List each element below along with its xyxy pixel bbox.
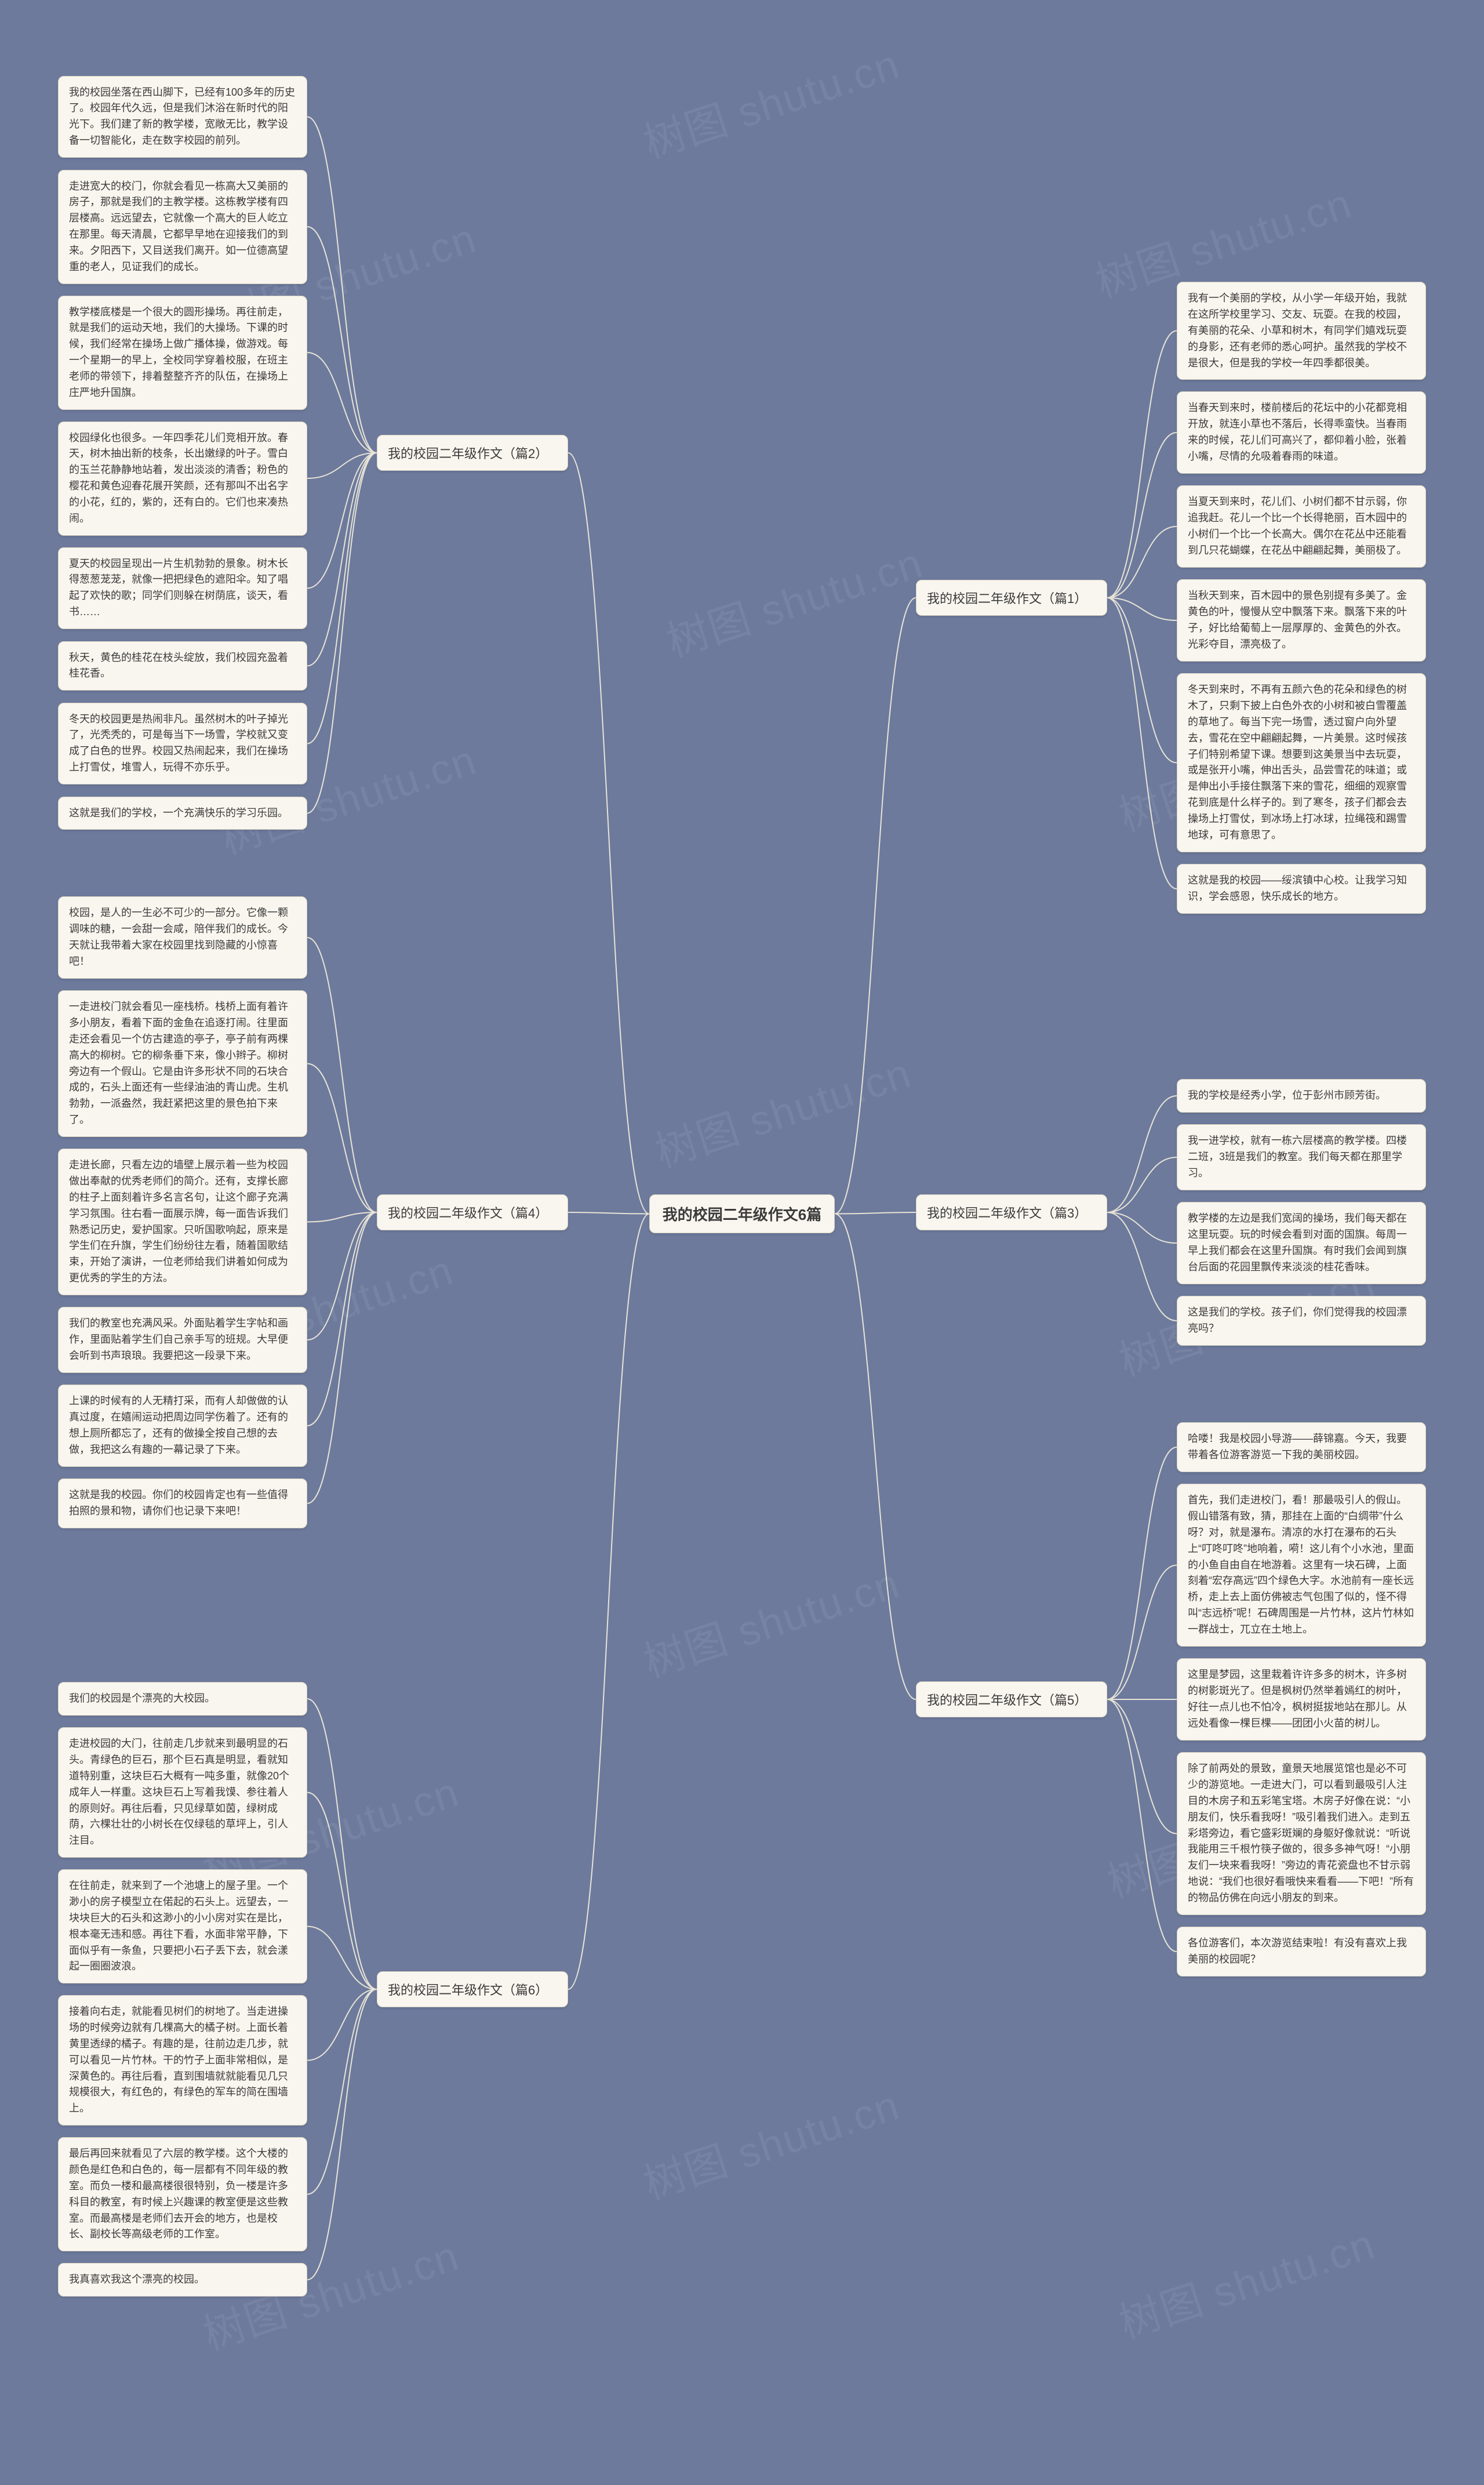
watermark: 树图 shutu.cn (635, 2071, 906, 2211)
leaf-node: 最后再回来就看见了六层的教学楼。这个大楼的颜色是红色和白色的，每一层都有不同年级… (58, 2137, 307, 2251)
leaf-node: 我有一个美丽的学校，从小学一年级开始，我就在这所学校里学习、交友、玩耍。在我的校… (1177, 282, 1426, 380)
leaf-node: 这就是我们的学校，一个充满快乐的学习乐园。 (58, 797, 307, 830)
watermark: 树图 shutu.cn (635, 1549, 906, 1689)
leaf-node: 除了前两处的景致，童景天地展览馆也是必不可少的游览地。一走进大门，可以看到最吸引… (1177, 1752, 1426, 1915)
leaf-node: 夏天的校园呈现出一片生机勃勃的景象。树木长得葱葱茏茏，就像一把把绿色的遮阳伞。知… (58, 547, 307, 630)
watermark: 树图 shutu.cn (658, 529, 929, 669)
leaf-node: 走进宽大的校门，你就会看见一栋高大又美丽的房子，那就是我们的主教学楼。这栋教学楼… (58, 170, 307, 284)
leaf-node: 当夏天到来时，花儿们、小树们都不甘示弱，你追我赶。花儿一个比一个长得艳丽，百木园… (1177, 485, 1426, 568)
leaf-node: 我真喜欢我这个漂亮的校园。 (58, 2263, 307, 2297)
leaf-node: 哈喽！我是校园小导游——薛锦嘉。今天，我要带着各位游客游览一下我的美丽校园。 (1177, 1422, 1426, 1472)
branch-node-b3: 我的校园二年级作文（篇3） (916, 1194, 1107, 1230)
leaf-node: 这里是梦园，这里栽着许许多多的树木，许多树的树影斑光了。但是枫树仍然举着嫣红的树… (1177, 1658, 1426, 1741)
leaf-node: 当秋天到来，百木园中的景色别提有多美了。金黄色的叶，慢慢从空中飘落下来。飘落下来… (1177, 579, 1426, 662)
leaf-node: 这是我们的学校。孩子们，你们觉得我的校园漂亮吗？ (1177, 1296, 1426, 1346)
leaf-node: 各位游客们，本次游览结束啦！有没有喜欢上我美丽的校园呢？ (1177, 1927, 1426, 1977)
leaf-node: 我的学校是经秀小学，位于彭州市顾芳街。 (1177, 1079, 1426, 1113)
leaf-node: 我的校园坐落在西山脚下，已经有100多年的历史了。校园年代久远，但是我们沐浴在新… (58, 76, 307, 158)
leaf-node: 在往前走，就来到了一个池塘上的屋子里。一个渺小的房子模型立在偌起的石头上。远望去… (58, 1869, 307, 1983)
leaf-node: 冬天的校园更是热闹非凡。虽然树木的叶子掉光了，光秃秃的，可是每当下一场雪，学校就… (58, 703, 307, 785)
leaf-node: 校园绿化也很多。一年四季花儿们竞相开放。春天，树木抽出新的枝条，长出嫩绿的叶子。… (58, 422, 307, 536)
leaf-node: 冬天到来时，不再有五颜六色的花朵和绿色的树木了，只剩下披上白色外衣的小树和被白雪… (1177, 673, 1426, 852)
leaf-node: 我们的校园是个漂亮的大校园。 (58, 1682, 307, 1716)
root-node: 我的校园二年级作文6篇 (649, 1194, 835, 1233)
leaf-node: 当春天到来时，楼前楼后的花坛中的小花都竞相开放，就连小草也不落后，长得乖蛮快。当… (1177, 391, 1426, 474)
leaf-node: 校园，是人的一生必不可少的一部分。它像一颗调味的糖，一会甜一会咸，陪伴我们的成长… (58, 896, 307, 979)
branch-node-b6: 我的校园二年级作文（篇6） (377, 1971, 568, 2007)
leaf-node: 这就是我的校园。你们的校园肯定也有一些值得拍照的景和物，请你们也记录下来吧！ (58, 1478, 307, 1528)
leaf-node: 教学楼底楼是一个很大的圆形操场。再往前走，就是我们的运动天地，我们的大操场。下课… (58, 296, 307, 410)
leaf-node: 一走进校门就会看见一座栈桥。栈桥上面有着许多小朋友，看着下面的金鱼在追逐打闹。往… (58, 990, 307, 1137)
watermark: 树图 shutu.cn (635, 30, 906, 170)
watermark: 树图 shutu.cn (1110, 2210, 1381, 2350)
leaf-node: 我们的教室也充满风采。外面贴着学生字帖和画作，里面贴着学生们自己亲手写的班规。大… (58, 1307, 307, 1373)
branch-node-b5: 我的校园二年级作文（篇5） (916, 1681, 1107, 1717)
leaf-node: 我一进学校，就有一栋六层楼高的教学楼。四楼二班，3班是我们的教室。我们每天都在那… (1177, 1124, 1426, 1190)
leaf-node: 走进长廊，只看左边的墙壁上展示着一些为校园做出奉献的优秀老师们的简介。还有，支撑… (58, 1149, 307, 1295)
branch-node-b2: 我的校园二年级作文（篇2） (377, 435, 568, 471)
leaf-node: 教学楼的左边是我们宽阔的操场，我们每天都在这里玩耍。玩的时候会看到对面的国旗。每… (1177, 1202, 1426, 1284)
leaf-node: 首先，我们走进校门，看！那最吸引人的假山。假山错落有致，猜，那挂在上面的“白绸带… (1177, 1484, 1426, 1647)
branch-node-b1: 我的校园二年级作文（篇1） (916, 580, 1107, 616)
leaf-node: 秋天，黄色的桂花在枝头绽放，我们校园充盈着桂花香。 (58, 641, 307, 691)
watermark: 树图 shutu.cn (646, 1039, 918, 1179)
leaf-node: 上课的时候有的人无精打采，而有人却做做的认真过度，在嬉闹运动把周边同学伤着了。还… (58, 1385, 307, 1467)
branch-node-b4: 我的校园二年级作文（篇4） (377, 1194, 568, 1230)
leaf-node: 走进校园的大门，往前走几步就来到最明显的石头。青绿色的巨石，那个巨石真是明显，看… (58, 1727, 307, 1858)
leaf-node: 接着向右走，就能看见树们的树地了。当走进操场的时候旁边就有几棵高大的橘子树。上面… (58, 1995, 307, 2126)
leaf-node: 这就是我的校园——绥滨镇中心校。让我学习知识，学会感恩，快乐成长的地方。 (1177, 864, 1426, 914)
